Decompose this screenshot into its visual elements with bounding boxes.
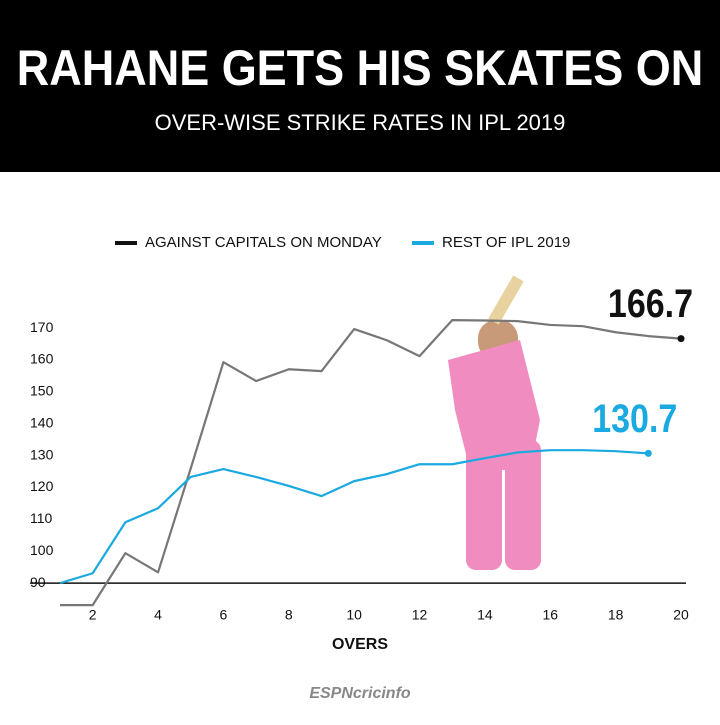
legend-label: REST OF IPL 2019 (442, 234, 570, 251)
source-logo: ESPNcricinfo (309, 685, 411, 702)
end-point (677, 335, 685, 343)
legend-label: AGAINST CAPITALS ON MONDAY (145, 234, 382, 251)
x-tick-label: 20 (673, 607, 689, 623)
x-tick-label: 2 (89, 607, 97, 623)
x-axis-label: OVERS (332, 636, 388, 653)
x-tick-label: 6 (220, 607, 228, 623)
y-tick-label: 100 (30, 542, 54, 558)
x-tick-label: 18 (608, 607, 624, 623)
y-tick-label: 140 (30, 414, 54, 430)
chart-subtitle: OVER-WISE STRIKE RATES IN IPL 2019 (155, 110, 566, 135)
x-tick-label: 4 (154, 607, 162, 623)
series-line (60, 319, 682, 607)
header-band (0, 0, 720, 172)
y-tick-label: 110 (30, 510, 53, 526)
y-tick-label: 150 (30, 383, 54, 399)
end-point (644, 449, 652, 457)
y-tick-label: 130 (30, 446, 54, 462)
x-tick-label: 14 (477, 607, 493, 623)
x-tick-label: 16 (542, 607, 558, 623)
y-tick-label: 170 (30, 319, 54, 335)
x-tick-label: 10 (346, 607, 362, 623)
x-tick-label: 12 (412, 607, 428, 623)
y-tick-label: 90 (30, 574, 46, 590)
x-tick-label: 8 (285, 607, 293, 623)
end-label: 130.7 (592, 395, 677, 440)
y-tick-label: 120 (30, 478, 54, 494)
y-tick-label: 160 (30, 351, 54, 367)
chart-title: RAHANE GETS HIS SKATES ON (17, 41, 703, 97)
series-line (59, 449, 649, 585)
player-image (448, 275, 541, 570)
end-label: 166.7 (608, 281, 693, 326)
